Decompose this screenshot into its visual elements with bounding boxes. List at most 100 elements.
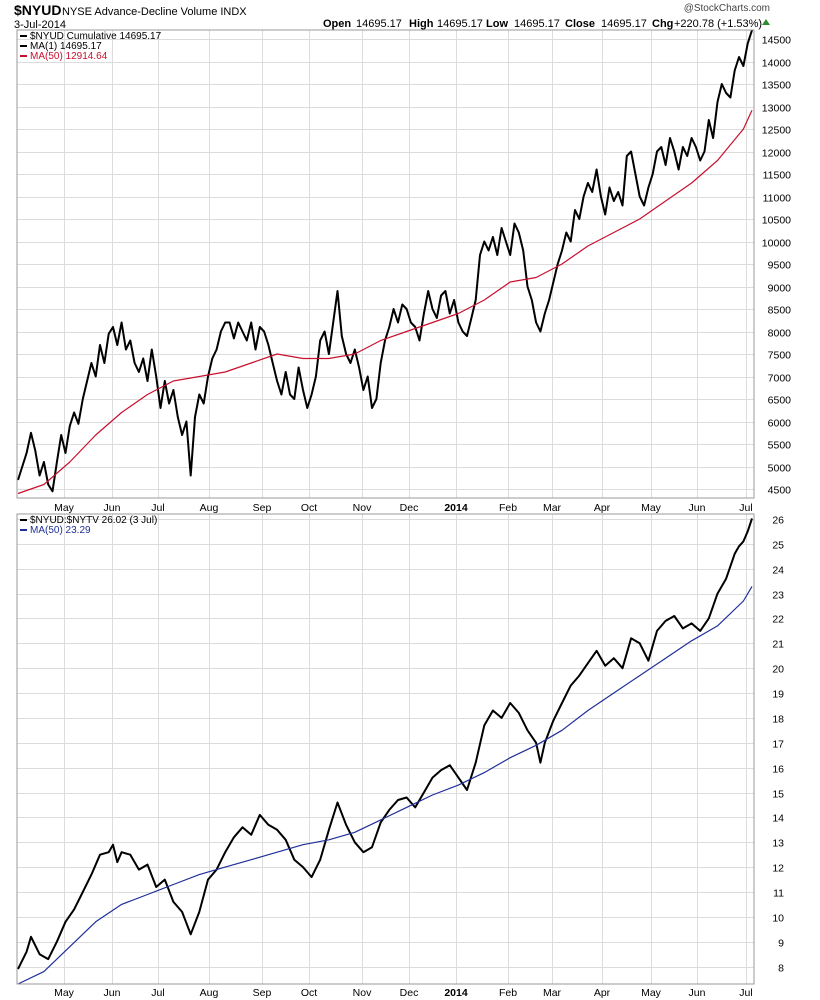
y-tick-label: 10 [772, 913, 784, 925]
y-tick-label: 17 [772, 739, 784, 751]
legend-entry: MA(1) 14695.17 [30, 41, 102, 52]
y-tick-label: 9 [778, 938, 784, 950]
y-tick-label: 12 [772, 863, 784, 875]
y-tick-label: 7500 [768, 350, 792, 362]
y-tick-label: 18 [772, 714, 784, 726]
y-tick-label: 26 [772, 515, 784, 527]
x-tick-label: Jul [739, 987, 752, 999]
legend-entry: $NYUD Cumulative 14695.17 [30, 31, 162, 42]
chart-date: 3-Jul-2014 [14, 19, 66, 31]
price-line-series-0 [17, 29, 753, 493]
open-label: Open [323, 18, 351, 30]
y-tick-label: 14 [772, 813, 784, 825]
low-label: Low [486, 18, 508, 30]
x-tick-label: Jun [104, 502, 121, 514]
y-tick-label: 23 [772, 590, 784, 602]
ratio-panel-grid [17, 514, 754, 984]
y-tick-label: 19 [772, 689, 784, 701]
x-tick-label: Nov [353, 502, 372, 514]
x-tick-label: Nov [353, 987, 372, 999]
up-arrow-icon [762, 19, 770, 25]
y-tick-label: 10000 [762, 238, 791, 250]
x-tick-label: Dec [400, 987, 419, 999]
x-tick-label: May [54, 502, 75, 514]
y-tick-label: 16 [772, 764, 784, 776]
y-tick-label: 4500 [768, 485, 792, 497]
x-tick-label: Mar [543, 987, 562, 999]
y-tick-label: 25 [772, 540, 784, 552]
y-tick-label: 11 [773, 888, 784, 900]
x-tick-label: Jun [689, 987, 706, 999]
ma50-line-series-1 [17, 110, 753, 495]
x-tick-label: Oct [301, 502, 317, 514]
high-value: 14695.17 [437, 18, 483, 30]
x-tick-label: Feb [499, 987, 517, 999]
y-tick-label: 9500 [768, 260, 792, 272]
y-tick-label: 8 [778, 963, 784, 975]
chart-header: $NYUD NYSE Advance-Decline Volume INDX 3… [14, 2, 770, 31]
price-panel-y-ticks: 4500 5000 5500 6000 6500 7000 7500 8000 8500 9000… [762, 35, 791, 497]
y-tick-label: 5000 [768, 463, 792, 475]
y-tick-label: 12000 [762, 148, 791, 160]
y-tick-label: 11000 [763, 193, 792, 205]
ratio-panel-series [17, 518, 753, 985]
price-line-series-0 [17, 518, 753, 970]
close-value: 14695.17 [601, 18, 647, 30]
legend-entry: $NYUD:$NYTV 26.02 (3 Jul) [30, 515, 157, 526]
y-tick-label: 13500 [762, 80, 791, 92]
x-tick-label: 2014 [444, 502, 468, 514]
price-panel-x-ticks: May Jun Jul Aug Sep Oct Nov Dec 2014 Feb Mar Apr May… [54, 502, 753, 514]
y-tick-label: 11500 [763, 170, 792, 182]
ratio-panel-legend: $NYUD:$NYTV 26.02 (3 Jul)MA(50) 23.29 [20, 515, 157, 536]
x-tick-label: May [641, 987, 662, 999]
y-tick-label: 22 [772, 614, 784, 626]
price-panel-series [17, 29, 753, 495]
symbol-name: NYSE Advance-Decline Volume INDX [62, 6, 247, 18]
x-tick-label: Sep [253, 987, 272, 999]
y-tick-label: 14500 [762, 35, 791, 47]
y-tick-label: 6500 [768, 395, 792, 407]
x-tick-label: Jul [739, 502, 752, 514]
y-tick-label: 15 [772, 789, 784, 801]
chg-value: +220.78 (+1.53%) [674, 18, 762, 30]
x-tick-label: May [54, 987, 75, 999]
y-tick-label: 12500 [762, 125, 791, 137]
price-panel: 4500 5000 5500 6000 6500 7000 7500 8000 8500 9000… [16, 29, 791, 514]
y-tick-label: 20 [772, 664, 784, 676]
ratio-panel-frame [16, 513, 755, 985]
x-tick-label: Feb [499, 502, 517, 514]
x-tick-label: Jun [104, 987, 121, 999]
y-tick-label: 5500 [768, 440, 792, 452]
y-tick-label: 7000 [768, 373, 792, 385]
y-tick-label: 8500 [768, 305, 792, 317]
y-tick-label: 21 [772, 639, 784, 651]
x-tick-label: Aug [200, 502, 219, 514]
x-tick-label: Jun [689, 502, 706, 514]
high-label: High [409, 18, 434, 30]
x-tick-label: Jul [151, 987, 164, 999]
y-tick-label: 13 [772, 838, 784, 850]
x-tick-label: Apr [594, 502, 611, 514]
open-value: 14695.17 [356, 18, 402, 30]
legend-entry: MA(50) 12914.64 [30, 51, 108, 62]
x-tick-label: Jul [151, 502, 164, 514]
low-value: 14695.17 [514, 18, 560, 30]
close-label: Close [565, 18, 595, 30]
y-tick-label: 13000 [762, 103, 791, 115]
x-tick-label: 2014 [444, 987, 468, 999]
watermark: @StockCharts.com [684, 3, 770, 14]
x-tick-label: Aug [200, 987, 219, 999]
y-tick-label: 6000 [768, 418, 792, 430]
x-tick-label: Oct [301, 987, 317, 999]
ratio-panel: 8 9 10 11 12 13 14 15 16 17 18 19 20 21 22 23 24 25 26 May… [16, 513, 784, 999]
x-tick-label: Dec [400, 502, 419, 514]
y-tick-label: 24 [772, 565, 784, 577]
x-tick-label: Mar [543, 502, 562, 514]
x-tick-label: Apr [594, 987, 611, 999]
y-tick-label: 9000 [768, 283, 792, 295]
price-panel-frame [16, 29, 755, 499]
price-panel-grid [17, 30, 754, 498]
ratio-panel-y-ticks: 8 9 10 11 12 13 14 15 16 17 18 19 20 21 22 23 24 25 26 [772, 515, 784, 975]
x-tick-label: May [641, 502, 662, 514]
